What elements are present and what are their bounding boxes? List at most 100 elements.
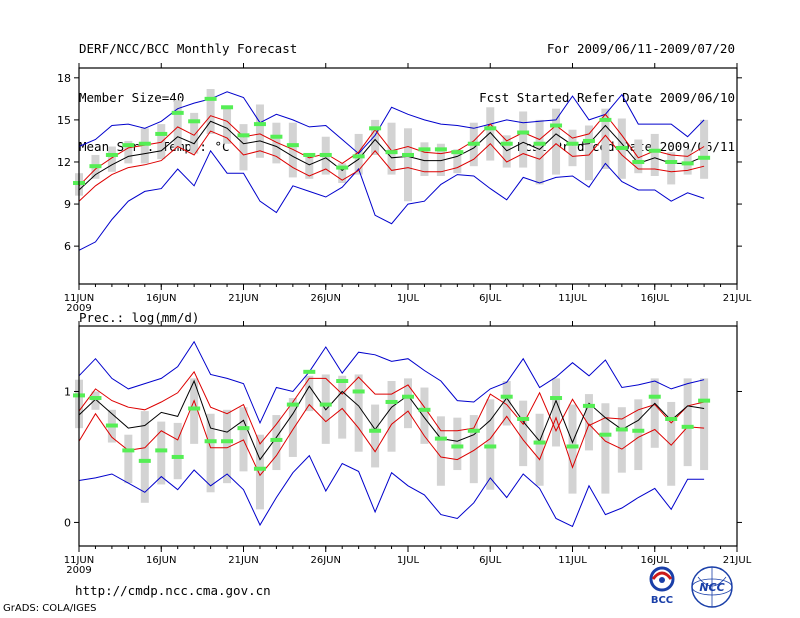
observation-marker	[517, 130, 530, 135]
observation-marker	[286, 402, 299, 407]
ensemble-box	[683, 378, 692, 467]
ensemble-box	[486, 107, 495, 161]
ensemble-box	[453, 417, 462, 471]
ensemble-box	[519, 111, 528, 168]
observation-marker	[566, 444, 579, 449]
observation-marker	[550, 396, 563, 401]
mean-line	[78, 379, 705, 461]
x-tick-label: 1JUL	[397, 293, 420, 304]
ensemble-box	[436, 416, 445, 486]
ensemble-box	[124, 140, 133, 164]
observation-marker	[122, 143, 135, 148]
x-tick-label: 26JUN	[311, 555, 341, 566]
ensemble-box	[700, 119, 709, 179]
max-line	[78, 91, 705, 155]
footer-url[interactable]: http://cmdp.ncc.cma.gov.cn	[75, 583, 271, 598]
observation-marker	[533, 141, 546, 146]
ncc-logo: NCC	[691, 566, 733, 608]
x-year-label: 2009	[66, 303, 91, 314]
observation-marker	[270, 437, 283, 442]
forecast-started-date: Fcst Started Refer Date 2009/06/10	[479, 90, 735, 105]
observation-marker	[434, 147, 447, 152]
observation-marker	[451, 444, 464, 449]
ensemble-box	[157, 421, 166, 485]
observation-marker	[467, 428, 480, 433]
observation-marker	[681, 161, 694, 166]
observation-marker	[434, 436, 447, 441]
observation-marker	[385, 399, 398, 404]
y-tick-label: 1	[64, 385, 71, 398]
ensemble-box	[255, 104, 264, 158]
ensemble-box	[173, 422, 182, 480]
observation-marker	[319, 402, 332, 407]
observation-marker	[319, 152, 332, 157]
observation-marker	[369, 126, 382, 131]
observation-marker	[221, 105, 234, 110]
ensemble-box	[634, 139, 643, 174]
ensemble-box	[239, 407, 248, 472]
x-tick-label: 16JUL	[640, 555, 669, 566]
x-tick-label: 6JUL	[479, 293, 502, 304]
ensemble-box	[140, 128, 149, 164]
observation-marker	[138, 458, 151, 463]
ensemble-box	[387, 122, 396, 175]
observation-marker	[352, 154, 365, 159]
x-tick-label: 26JUN	[311, 293, 341, 304]
observation-marker	[89, 396, 102, 401]
ensemble-box	[223, 105, 232, 144]
observation-marker	[105, 152, 118, 157]
observation-marker	[369, 428, 382, 433]
ensemble-box	[387, 381, 396, 452]
chart-title: DERF/NCC/BCC Monthly Forecast	[79, 41, 298, 56]
ensemble-box	[354, 374, 363, 452]
x-tick-label: 21JUN	[228, 555, 258, 566]
p90-line	[78, 370, 705, 445]
x-year-label: 2009	[66, 565, 91, 576]
ensemble-box	[206, 89, 215, 134]
observation-marker	[221, 439, 234, 444]
observation-marker	[270, 134, 283, 139]
x-tick-label: 11JUL	[558, 555, 587, 566]
ensemble-box	[650, 133, 659, 176]
y-tick-label: 18	[57, 72, 71, 85]
ensemble-box	[288, 398, 297, 457]
x-tick-label: 16JUN	[146, 293, 176, 304]
y-tick-label: 6	[64, 240, 71, 253]
x-tick-label: 11JUN	[64, 555, 94, 566]
ensemble-box	[223, 409, 232, 484]
observation-marker	[566, 141, 579, 146]
x-tick-label: 21JUN	[228, 293, 258, 304]
observation-marker	[550, 123, 563, 128]
ensemble-box	[173, 100, 182, 148]
ensemble-box	[190, 378, 199, 444]
ensemble-box	[107, 146, 116, 172]
observation-marker	[500, 394, 513, 399]
ensemble-box	[206, 413, 215, 493]
observation-marker	[122, 448, 135, 453]
x-tick-label: 11JUL	[558, 293, 587, 304]
observation-marker	[582, 138, 595, 143]
mean-line	[78, 120, 705, 191]
observation-marker	[451, 150, 464, 155]
member-size: Member Size=40	[79, 90, 185, 105]
observation-marker	[155, 131, 168, 136]
ensemble-box	[617, 407, 626, 473]
observation-marker	[599, 432, 612, 437]
observation-marker	[352, 389, 365, 394]
observation-marker	[155, 448, 168, 453]
observation-marker	[632, 159, 645, 164]
ensemble-box	[404, 128, 412, 202]
observation-marker	[89, 164, 102, 169]
observation-marker	[418, 147, 431, 152]
ensemble-box	[601, 403, 610, 494]
bcc-logo-text: BCC	[651, 595, 673, 606]
ensemble-box	[650, 378, 659, 448]
observation-marker	[303, 369, 316, 374]
observation-marker	[418, 407, 431, 412]
y-tick-label: 15	[57, 114, 71, 127]
observation-marker	[204, 439, 217, 444]
ensemble-box	[436, 143, 445, 176]
ensemble-box	[255, 434, 264, 510]
ensemble-box	[124, 434, 133, 484]
